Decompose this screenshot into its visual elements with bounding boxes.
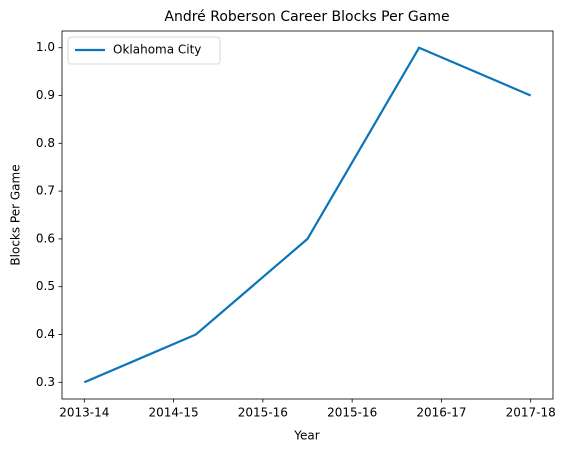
x-tick-label: 2016-17 — [416, 406, 466, 420]
y-tick-label: 0.7 — [36, 184, 55, 198]
x-tick-label: 2017-18 — [506, 406, 556, 420]
y-tick-label: 0.9 — [36, 88, 55, 102]
y-tick-label: 0.4 — [36, 327, 55, 341]
data-line — [83, 46, 532, 384]
legend-label: Oklahoma City — [113, 43, 201, 57]
y-axis-label: Blocks Per Game — [9, 164, 23, 265]
axes-frame — [61, 30, 554, 400]
y-tick-label: 0.6 — [36, 231, 55, 245]
y-tick-label: 0.5 — [36, 279, 55, 293]
y-tick-label: 0.8 — [36, 136, 55, 150]
x-tick-label: 2014-15 — [149, 406, 199, 420]
x-tick-label: 2015-16 — [238, 406, 288, 420]
x-tick-label: 2015-16 — [327, 406, 377, 420]
x-tick-label: 2013-14 — [59, 406, 109, 420]
x-axis-label: Year — [293, 429, 319, 443]
chart-title: André Roberson Career Blocks Per Game — [164, 9, 449, 25]
y-tick-label: 0.3 — [36, 375, 55, 389]
legend-box — [67, 36, 221, 65]
y-tick-label: 1.0 — [36, 40, 55, 54]
